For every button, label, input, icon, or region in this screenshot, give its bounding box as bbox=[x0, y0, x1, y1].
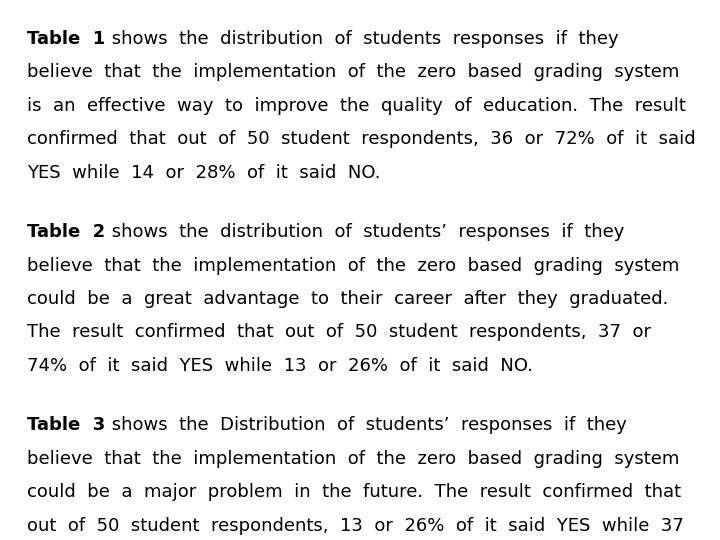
Text: Table  3: Table 3 bbox=[27, 416, 106, 434]
Text: YES  while  14  or  28%  of  it  said  NO.: YES while 14 or 28% of it said NO. bbox=[27, 164, 381, 181]
Text: is  an  effective  way  to  improve  the  quality  of  education.  The  result: is an effective way to improve the quali… bbox=[27, 97, 686, 114]
Text: could  be  a  great  advantage  to  their  career  after  they  graduated.: could be a great advantage to their care… bbox=[27, 290, 669, 308]
Text: The  result  confirmed  that  out  of  50  student  respondents,  37  or: The result confirmed that out of 50 stud… bbox=[27, 323, 652, 341]
Text: believe  that  the  implementation  of  the  zero  based  grading  system: believe that the implementation of the z… bbox=[27, 450, 680, 468]
Text: believe  that  the  implementation  of  the  zero  based  grading  system: believe that the implementation of the z… bbox=[27, 256, 680, 274]
Text: shows  the  distribution  of  students’  responses  if  they: shows the distribution of students’ resp… bbox=[106, 223, 624, 241]
Text: shows  the  distribution  of  students  responses  if  they: shows the distribution of students respo… bbox=[106, 30, 618, 48]
Text: confirmed  that  out  of  50  student  respondents,  36  or  72%  of  it  said: confirmed that out of 50 student respond… bbox=[27, 130, 696, 148]
Text: believe  that  the  implementation  of  the  zero  based  grading  system: believe that the implementation of the z… bbox=[27, 63, 680, 81]
Text: out  of  50  student  respondents,  13  or  26%  of  it  said  YES  while  37: out of 50 student respondents, 13 or 26%… bbox=[27, 517, 684, 535]
Text: could  be  a  major  problem  in  the  future.  The  result  confirmed  that: could be a major problem in the future. … bbox=[27, 483, 682, 501]
Text: Table  2: Table 2 bbox=[27, 223, 106, 241]
Text: shows  the  Distribution  of  students’  responses  if  they: shows the Distribution of students’ resp… bbox=[106, 416, 626, 434]
Text: Table  1: Table 1 bbox=[27, 30, 106, 48]
Text: 74%  of  it  said  YES  while  13  or  26%  of  it  said  NO.: 74% of it said YES while 13 or 26% of it… bbox=[27, 357, 534, 375]
